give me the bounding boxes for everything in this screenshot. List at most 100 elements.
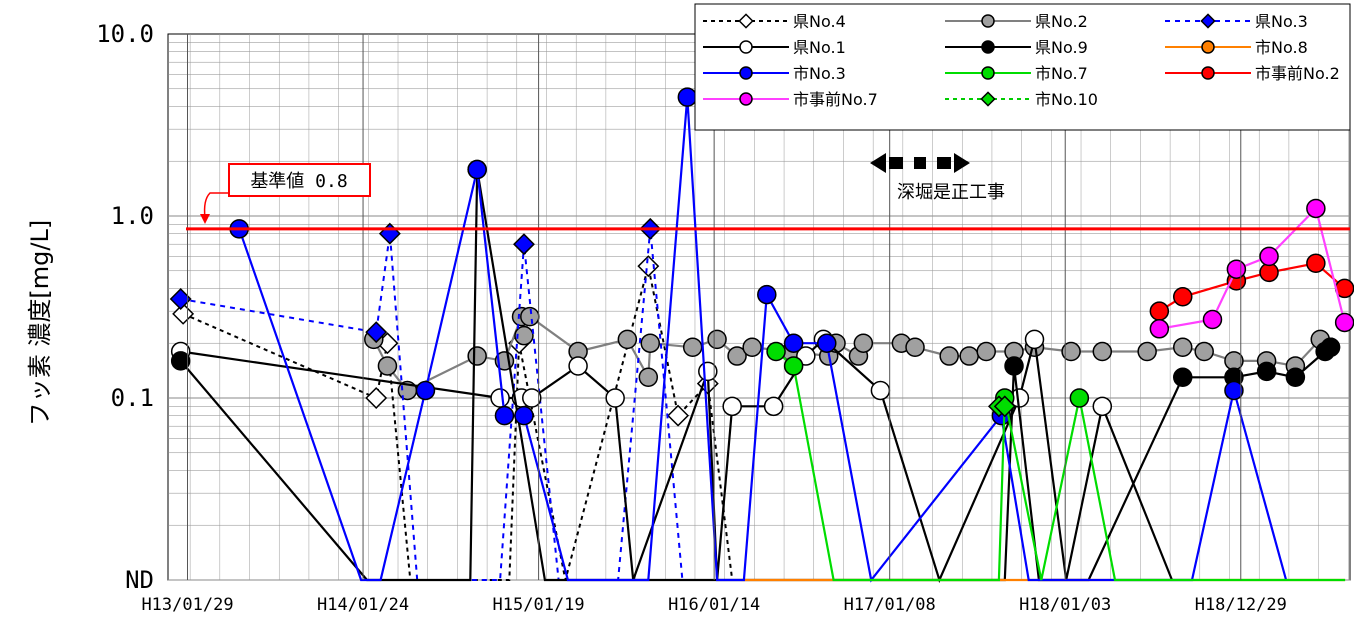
data-point [1004,356,1024,376]
y-axis-label: フッ素 濃度[mg/L] [26,220,54,426]
data-point [783,333,804,353]
legend-swatch-marker [1201,40,1215,54]
data-point [1226,259,1247,279]
construction-label: 深堀是正工事 [897,182,1005,203]
data-point [939,346,959,366]
series-6 [229,87,1288,583]
data-point [1285,367,1306,388]
data-point [677,87,698,107]
legend-swatch-marker [981,40,995,54]
data-point [1256,361,1277,382]
legend-label: 県No.4 [793,12,846,31]
legend-swatch-marker [739,92,753,106]
legend-label: 市事前No.7 [793,90,878,109]
construction-arrow-right [954,153,970,173]
series-8 [1149,253,1354,321]
data-point [870,380,891,401]
y-tick-label: 0.1 [111,384,154,412]
data-point [722,396,742,417]
construction-arrow-mid-3 [937,157,951,169]
data-point [1069,388,1090,408]
legend-label: 市No.10 [1035,90,1098,109]
legend-swatch-marker [980,91,996,107]
data-point [605,388,625,408]
data-point [1092,396,1113,417]
legend-swatch-marker [739,40,753,54]
x-tick-label: H18/01/03 [1019,595,1111,615]
data-point [637,255,660,278]
data-point [467,346,487,366]
data-point [172,302,195,325]
data-point [817,333,837,353]
data-point [1172,337,1193,358]
data-point [365,387,388,409]
data-point [568,356,588,376]
construction-arrow-left [870,153,886,173]
data-point [783,356,804,376]
standard-value-label: 基準値 0.8 [250,171,347,192]
legend: 県No.4 県No.2 県No.3 県No.1 県No.9 市No.8 市No.3 市No.7… [694,3,1351,131]
data-point [1194,341,1214,362]
legend-label: 県No.3 [1255,12,1308,31]
x-tick-label: H15/01/19 [493,595,585,615]
standard-value-arrowhead [200,214,210,224]
x-tick-label: H16/01/14 [668,595,760,615]
y-tick-label: 10.0 [96,20,154,48]
series-10 [987,395,1016,418]
data-point [514,325,534,346]
data-point [763,396,784,417]
data-point [757,284,777,305]
legend-swatch-marker [1200,13,1216,29]
data-point [522,388,542,408]
data-point [727,346,747,366]
data-point [1224,380,1244,401]
construction-annotation: 深堀是正工事 [870,153,1005,203]
legend-swatch-marker [1201,66,1215,80]
data-point [467,159,487,180]
legend-swatch-marker [738,13,754,29]
data-point [1306,198,1326,219]
data-point [1172,367,1193,388]
data-point [959,346,979,366]
data-point [514,405,534,426]
legend-label: 県No.2 [1035,12,1088,31]
data-point [1320,337,1341,358]
legend-swatch-marker [739,66,753,80]
data-point [377,356,398,376]
data-point [1149,301,1170,321]
x-tick-label: H17/01/08 [844,595,936,615]
data-point [1137,341,1157,362]
data-point [1306,253,1326,274]
legend-label: 市No.8 [1255,38,1308,57]
y-tick-label: 1.0 [111,202,154,230]
data-point [513,233,535,256]
legend-label: 県No.9 [1035,38,1088,57]
data-point [494,405,515,426]
data-point [1334,312,1354,333]
legend-swatch-marker [981,14,995,28]
data-point [617,329,638,350]
x-tick-label: H18/12/29 [1195,595,1287,615]
data-point [976,341,996,362]
data-point [682,337,703,358]
y-tick-label: ND [125,566,154,594]
series-layer [169,87,1354,584]
data-point [1024,329,1045,350]
legend-box [694,3,1351,131]
data-point [1202,309,1223,330]
data-point [640,333,661,353]
data-point [742,337,762,358]
legend-label: 市事前No.2 [1255,64,1340,83]
legend-label: 県No.1 [793,38,846,57]
data-point [1259,246,1279,267]
data-point [905,337,925,358]
data-point [1149,319,1170,339]
construction-arrow-mid-2 [914,157,926,169]
data-point [707,329,727,350]
series-line [238,97,1288,583]
data-point [993,395,1016,418]
data-point [1224,351,1244,371]
legend-label: 市No.3 [793,64,846,83]
